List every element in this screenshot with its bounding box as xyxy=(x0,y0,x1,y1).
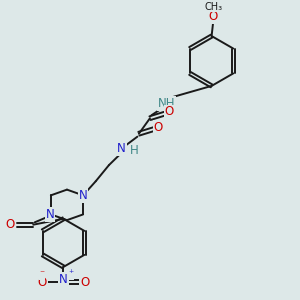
Text: N: N xyxy=(117,142,126,155)
Text: ⁻: ⁻ xyxy=(40,270,45,280)
Text: CH₃: CH₃ xyxy=(204,2,222,12)
Text: N: N xyxy=(59,273,68,286)
Text: O: O xyxy=(164,105,174,118)
Text: O: O xyxy=(153,121,163,134)
Text: O: O xyxy=(6,218,15,231)
Text: NH: NH xyxy=(158,97,175,110)
Text: ⁺: ⁺ xyxy=(68,269,74,279)
Text: O: O xyxy=(38,276,47,289)
Text: O: O xyxy=(208,11,218,23)
Text: H: H xyxy=(130,144,139,157)
Text: N: N xyxy=(46,208,55,221)
Text: O: O xyxy=(80,276,89,289)
Text: N: N xyxy=(79,189,88,202)
